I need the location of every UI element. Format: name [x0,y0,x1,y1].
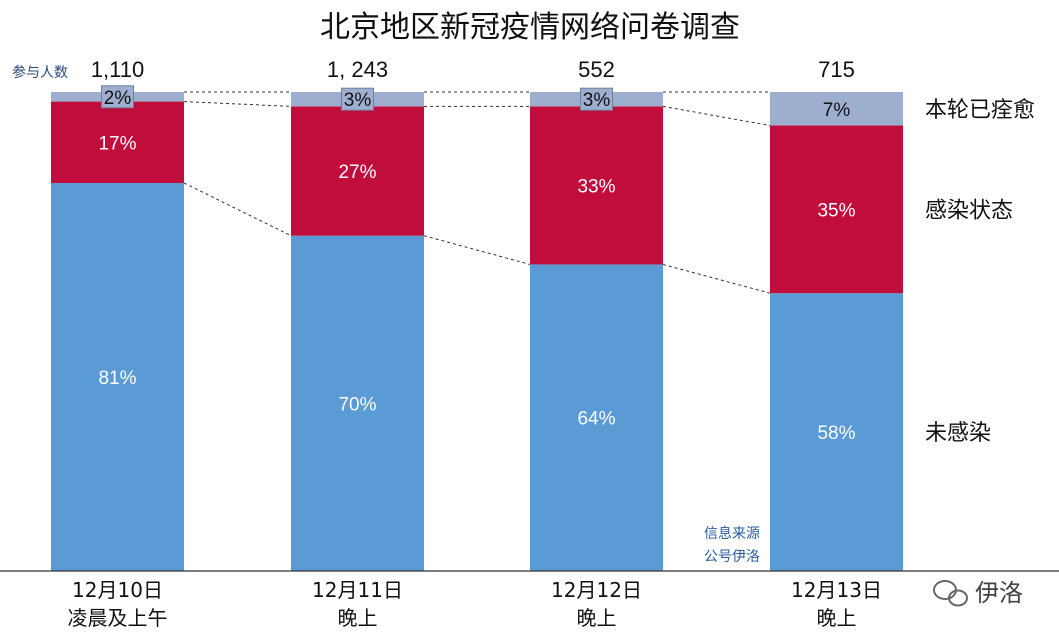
data-label: 33% [577,176,615,197]
x-tick-label: 12月13日 [791,578,882,602]
data-label: 70% [338,394,376,415]
data-label: 2% [104,88,132,109]
x-tick-label: 12月11日 [312,578,403,602]
participants-label: 参与人数 [12,64,68,81]
connector-line [662,263,771,294]
bar-segment [51,101,184,184]
bar-segment [530,264,663,571]
data-label: 27% [338,162,376,183]
data-label: 17% [98,133,136,154]
data-label: 3% [583,90,611,111]
label-box [101,85,134,109]
bar-segment [770,92,903,126]
watermark: 伊洛 [975,579,1023,607]
connector-line [423,235,531,265]
legend-label: 本轮已痊愈 [925,98,1035,123]
connector-line [183,182,292,237]
label-box [580,87,613,111]
participant-count: 552 [578,57,615,82]
data-label: 7% [823,100,851,121]
label-box [341,87,374,111]
data-label: 58% [817,423,855,444]
source-line-1: 信息来源 [704,525,760,542]
connector-line [662,105,771,127]
data-label: 81% [98,368,136,389]
x-tick-label: 晚上 [817,606,857,630]
participant-count: 1, 243 [327,57,388,82]
connector-line [183,101,292,107]
data-label: 3% [344,90,372,111]
x-tick-label: 12月10日 [72,578,163,602]
x-tick-label: 凌晨及上午 [68,606,168,630]
x-tick-label: 晚上 [577,606,617,630]
x-tick-label: 12月12日 [551,578,642,602]
bar-segment [291,235,424,571]
legend-label: 未感染 [925,421,991,446]
bar-segment [770,125,903,294]
bar-segment [51,183,184,571]
source-line-2: 公号伊洛 [704,549,760,565]
chart-title: 北京地区新冠疫情网络问卷调查 [320,10,740,45]
data-label: 35% [817,200,855,221]
data-label: 64% [577,409,615,430]
legend-label: 感染状态 [925,198,1013,223]
wechat-icon [933,580,968,607]
bar-segment [530,106,663,265]
participant-count: 1,110 [91,57,144,82]
bar-segment [770,293,903,571]
x-tick-label: 晚上 [338,606,378,630]
participant-count: 715 [818,57,855,82]
bar-segment [291,106,424,236]
